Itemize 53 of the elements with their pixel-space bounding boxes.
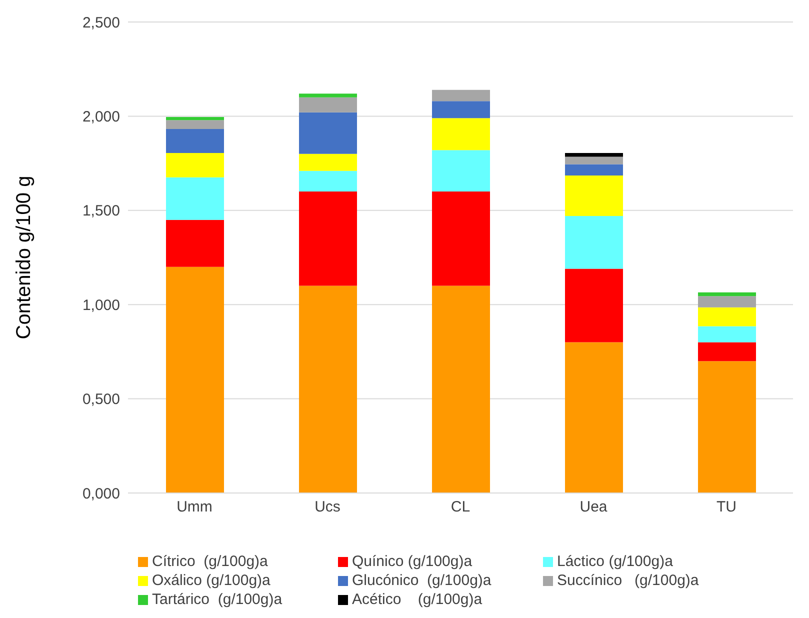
bar xyxy=(299,94,357,98)
bar xyxy=(299,170,357,192)
bar xyxy=(432,150,490,192)
bar xyxy=(299,192,357,286)
y-tick-label: 2,500 xyxy=(82,14,120,32)
bar xyxy=(432,118,490,150)
bar xyxy=(565,342,623,493)
bar xyxy=(166,152,224,178)
legend-label: Glucónico (g/100g)a xyxy=(352,572,492,589)
x-tick-label: Ucs xyxy=(314,498,340,516)
y-tick-label: 1,000 xyxy=(82,296,120,314)
y-tick-label: 0,500 xyxy=(82,391,120,408)
bar xyxy=(432,192,490,286)
y-tick-label: 2,000 xyxy=(82,108,120,126)
bar xyxy=(166,220,224,267)
bar xyxy=(299,97,357,112)
legend-label: Quínico (g/100g)a xyxy=(352,553,472,570)
bar xyxy=(698,361,756,493)
bar xyxy=(698,307,756,326)
bar xyxy=(166,120,224,130)
bar xyxy=(565,164,623,176)
x-tick-label: CL xyxy=(450,498,470,516)
bar xyxy=(698,296,756,308)
bar xyxy=(565,156,623,164)
legend-label: Oxálico (g/100g)a xyxy=(152,572,270,589)
legend-label: Succínico (g/100g)a xyxy=(557,572,699,589)
y-tick-label: 0,000 xyxy=(82,485,120,502)
bar xyxy=(565,216,623,269)
y-axis-title: Contenido g/100 g xyxy=(13,176,36,340)
bar xyxy=(698,342,756,362)
bar xyxy=(432,101,490,118)
legend-label: Tartárico (g/100g)a xyxy=(152,591,282,608)
bar xyxy=(166,266,224,493)
y-tick-label: 1,500 xyxy=(82,202,120,220)
bar xyxy=(565,268,623,342)
legend-label: Cítrico (g/100g)a xyxy=(152,553,268,570)
legend-label: Láctico (g/100g)a xyxy=(557,553,673,570)
bar xyxy=(432,286,490,493)
bar xyxy=(565,176,623,216)
bar xyxy=(299,112,357,154)
x-tick-label: Uea xyxy=(580,498,608,516)
x-tick-label: TU xyxy=(716,498,736,516)
bar xyxy=(299,154,357,171)
bar xyxy=(166,177,224,220)
legend-label: Acético (g/100g)a xyxy=(352,591,482,608)
bar xyxy=(565,152,623,157)
bar xyxy=(698,326,756,342)
x-tick-label: Umm xyxy=(176,498,212,516)
bar xyxy=(166,129,224,153)
bar xyxy=(299,286,357,493)
bar xyxy=(432,90,490,102)
bar xyxy=(166,116,224,120)
bar xyxy=(698,292,756,296)
